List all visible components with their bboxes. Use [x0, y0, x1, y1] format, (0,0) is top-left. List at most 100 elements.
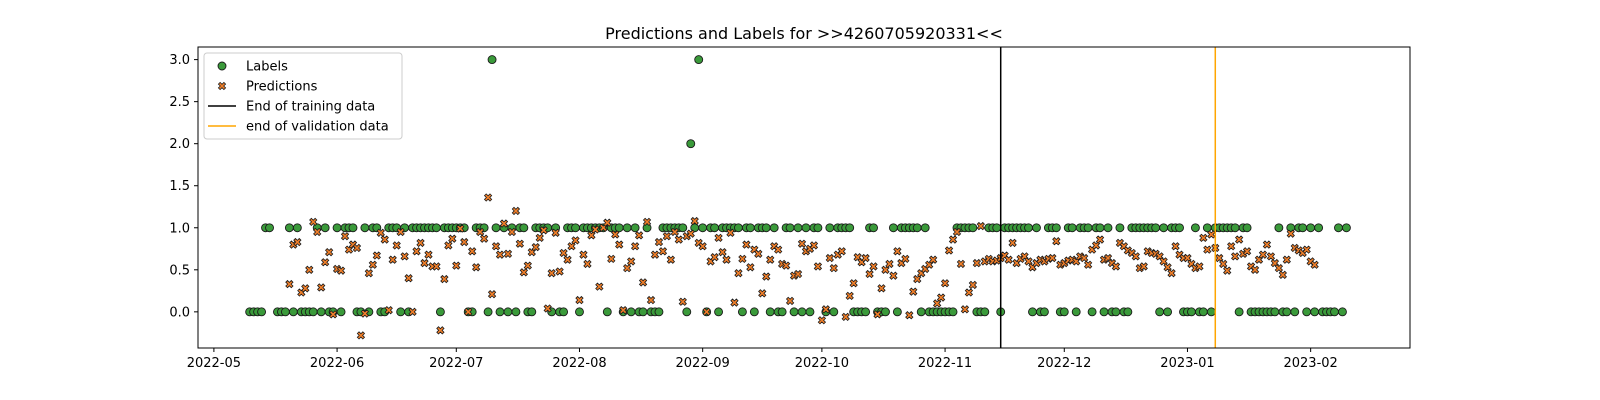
label-point — [682, 307, 692, 317]
prediction-point — [940, 279, 950, 288]
prediction-point — [464, 307, 473, 317]
prediction-point — [491, 242, 501, 251]
label-point — [575, 307, 584, 317]
prediction-point — [1234, 235, 1244, 244]
prediction-point — [1302, 245, 1311, 254]
label-point — [483, 307, 493, 317]
prediction-point — [885, 259, 894, 269]
y-tick-label: 2.0 — [169, 137, 190, 152]
prediction-point — [495, 250, 505, 259]
prediction-point — [710, 253, 719, 262]
label-point — [1024, 223, 1033, 233]
label-point — [765, 307, 775, 317]
prediction-point — [893, 247, 902, 256]
prediction-point — [869, 262, 878, 271]
label-point — [777, 307, 787, 317]
prediction-point — [738, 254, 747, 264]
label-point — [761, 223, 771, 233]
prediction-point — [670, 227, 680, 237]
prediction-point — [1195, 262, 1204, 271]
label-point — [288, 307, 298, 317]
label-point — [1028, 307, 1037, 317]
label-point — [602, 307, 612, 317]
x-tick-label: 2022-12 — [1037, 356, 1091, 371]
label-point — [1230, 223, 1240, 233]
legend-marker — [217, 61, 227, 71]
prediction-point — [551, 228, 560, 237]
label-point — [1290, 307, 1300, 317]
prediction-point — [821, 305, 831, 314]
prediction-point — [595, 282, 604, 291]
label-point — [511, 307, 521, 317]
prediction-point — [702, 307, 711, 317]
prediction-point — [1203, 245, 1212, 254]
label-point — [825, 223, 835, 233]
label-point — [888, 223, 898, 233]
prediction-point — [285, 279, 294, 289]
label-point — [1099, 307, 1109, 317]
x-tick-label: 2023-01 — [1160, 356, 1214, 371]
prediction-point — [305, 265, 314, 274]
prediction-point — [432, 262, 441, 271]
prediction-point — [952, 227, 962, 237]
prediction-point — [686, 229, 695, 238]
label-point — [869, 223, 878, 233]
prediction-point — [849, 279, 858, 288]
prediction-point — [1159, 257, 1168, 266]
prediction-point — [591, 225, 600, 234]
prediction-point — [555, 267, 564, 276]
label-point — [1067, 223, 1077, 233]
prediction-point — [452, 261, 461, 270]
prediction-point — [336, 266, 346, 275]
prediction-point — [1167, 269, 1176, 278]
label-point — [1337, 307, 1347, 317]
prediction-point — [1250, 265, 1260, 274]
prediction-point — [388, 255, 397, 264]
label-point — [1306, 223, 1316, 233]
prediction-point — [611, 230, 620, 239]
legend-box — [203, 52, 403, 140]
x-tick-label: 2022-05 — [187, 356, 241, 371]
label-point — [487, 55, 497, 65]
legend: Labels Predictions End of training data end… — [203, 52, 403, 140]
x-tick-label: 2022-06 — [310, 356, 364, 371]
prediction-point — [479, 234, 489, 243]
label-point — [920, 223, 930, 233]
y-tick-label: 1.5 — [169, 179, 190, 194]
prediction-point — [1008, 238, 1017, 248]
label-point — [1151, 223, 1161, 233]
axes-frame — [197, 46, 1411, 349]
prediction-point — [909, 287, 918, 296]
prediction-point — [317, 283, 326, 292]
prediction-point — [746, 263, 755, 272]
prediction-point — [1282, 255, 1291, 264]
prediction-point — [825, 253, 834, 263]
label-point — [1282, 307, 1292, 317]
prediction-point — [408, 307, 417, 317]
label-point — [1202, 223, 1212, 233]
prediction-point — [956, 259, 966, 269]
prediction-point — [368, 260, 378, 269]
x-tick-label: 2022-07 — [429, 356, 483, 371]
prediction-point — [603, 218, 612, 227]
prediction-point — [972, 258, 982, 268]
prediction-point — [483, 193, 493, 202]
label-point — [801, 223, 811, 233]
prediction-point — [654, 237, 664, 247]
prediction-point — [730, 298, 739, 307]
prediction-point — [1111, 262, 1121, 271]
prediction-point — [523, 261, 532, 270]
label-point — [1115, 223, 1125, 233]
prediction-point — [797, 239, 807, 248]
prediction-point — [364, 269, 374, 278]
prediction-point — [646, 295, 656, 305]
prediction-point — [1230, 252, 1240, 261]
prediction-point — [1266, 252, 1276, 261]
prediction-point — [766, 255, 775, 264]
prediction-point — [571, 236, 580, 245]
label-point — [396, 307, 406, 317]
label-point — [284, 223, 294, 233]
prediction-point — [785, 296, 795, 306]
prediction-point — [575, 295, 584, 305]
prediction-point — [829, 263, 838, 273]
